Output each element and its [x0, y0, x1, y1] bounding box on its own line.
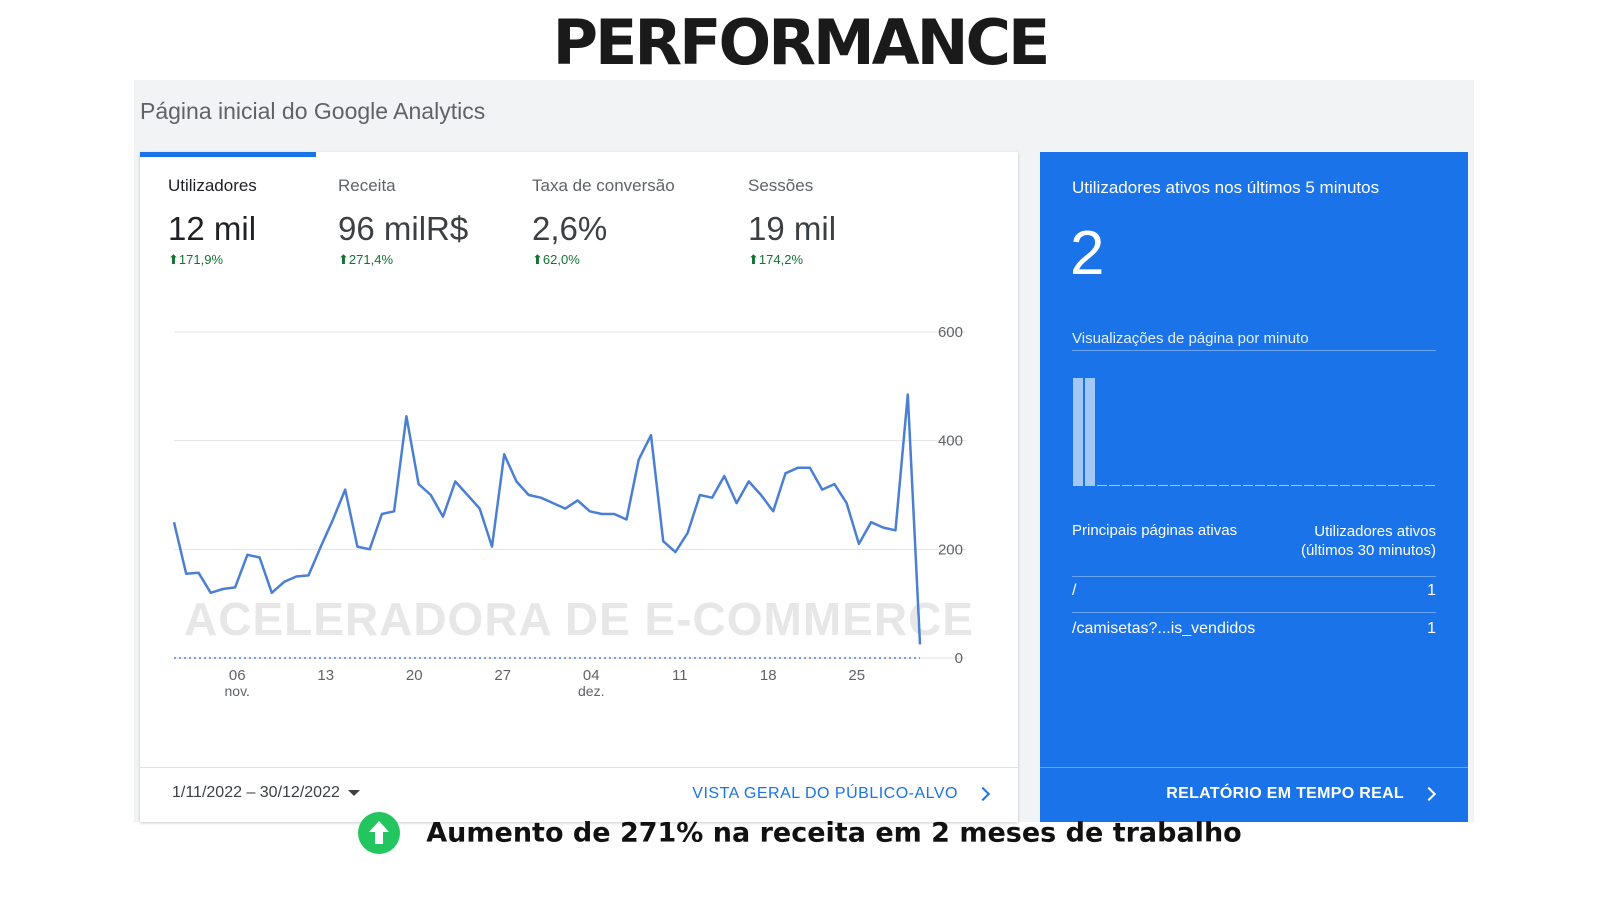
arrow-up-icon	[358, 812, 401, 854]
metric-value: 2,6%	[532, 210, 608, 247]
metric-label: Receita	[338, 176, 396, 195]
date-range-selector[interactable]: 1/11/2022 – 30/12/2022	[172, 784, 360, 802]
realtime-title: Utilizadores ativos nos últimos 5 minuto…	[1072, 178, 1380, 197]
pageview-baseline	[1339, 485, 1351, 486]
metric-tab-sessions[interactable]: Sessões 19 mil ⬆174,2%	[748, 176, 836, 268]
page-user-count: 1	[1427, 582, 1436, 599]
metric-delta: ⬆171,9%	[168, 252, 223, 267]
metric-label: Taxa de conversão	[532, 176, 675, 195]
y-tick-label: 600	[938, 324, 963, 341]
metric-delta: ⬆174,2%	[748, 252, 803, 267]
realtime-report-link[interactable]: RELATÓRIO EM TEMPO REAL	[1166, 785, 1437, 803]
pageview-baseline	[1182, 485, 1193, 486]
pageview-baseline	[1327, 485, 1338, 486]
pageviews-per-minute-label: Visualizações de página por minuto	[1072, 330, 1309, 347]
divider	[1072, 350, 1436, 351]
pageview-bar	[1073, 378, 1084, 486]
active-tab-indicator	[140, 152, 316, 157]
x-tick-label: 13	[317, 667, 334, 684]
pageview-baseline	[1400, 485, 1411, 486]
pageview-baseline	[1291, 485, 1302, 486]
x-tick-label: 06	[229, 667, 246, 684]
y-tick-label: 400	[938, 433, 963, 450]
pageview-baseline	[1230, 485, 1241, 486]
pageview-baseline	[1376, 485, 1387, 486]
divider	[1072, 576, 1436, 577]
page-user-count: 1	[1427, 620, 1436, 637]
page-path: /	[1072, 582, 1077, 599]
y-tick-label: 200	[938, 541, 963, 558]
pageview-baseline	[1424, 485, 1435, 486]
audience-overview-link[interactable]: VISTA GERAL DO PÚBLICO-ALVO	[692, 785, 991, 803]
pageview-baseline	[1412, 485, 1423, 486]
pageview-baseline	[1145, 485, 1156, 486]
pageview-baseline	[1364, 485, 1375, 486]
pageview-baseline	[1352, 485, 1363, 486]
chevron-right-icon	[1421, 786, 1437, 801]
metric-value: 12 mil	[168, 210, 257, 247]
divider	[1072, 612, 1436, 613]
x-tick-label: 18	[760, 667, 777, 684]
page-title: PERFORMANCE	[552, 6, 1051, 79]
realtime-card: Utilizadores ativos nos últimos 5 minuto…	[1040, 152, 1468, 822]
metric-delta: ⬆62,0%	[532, 252, 580, 267]
pageview-baseline	[1121, 485, 1132, 486]
pageview-baseline	[1194, 485, 1205, 486]
realtime-report-label: RELATÓRIO EM TEMPO REAL	[1166, 785, 1404, 802]
top-pages-header: Principais páginas ativas	[1072, 522, 1238, 539]
bottom-caption: Aumento de 271% na receita em 2 meses de…	[0, 812, 1600, 854]
overview-footer: 1/11/2022 – 30/12/2022 VISTA GERAL DO PÚ…	[140, 767, 1018, 822]
date-range-text: 1/11/2022 – 30/12/2022	[172, 784, 340, 801]
current-period-series-line	[172, 393, 922, 645]
metric-tab-revenue[interactable]: Receita 96 milR$ ⬆271,4%	[338, 176, 468, 268]
pageview-bar	[1085, 378, 1096, 486]
metric-label: Utilizadores	[168, 176, 257, 195]
pageview-baseline	[1303, 485, 1314, 486]
x-tick-label: 27	[494, 667, 511, 684]
metric-tab-conversion-rate[interactable]: Taxa de conversão 2,6% ⬆62,0%	[532, 176, 675, 268]
pageview-baseline	[1315, 485, 1326, 486]
y-tick-label: 0	[955, 650, 963, 667]
analytics-header-title: Página inicial do Google Analytics	[140, 98, 486, 124]
pageview-baseline	[1242, 485, 1253, 486]
x-tick-label: 25	[848, 667, 865, 684]
realtime-active-users: 2	[1070, 219, 1105, 288]
chevron-right-icon	[975, 786, 991, 801]
pageview-baseline	[1097, 485, 1108, 486]
pageview-baseline	[1206, 485, 1217, 486]
x-tick-label: 11	[672, 667, 688, 684]
metric-value: 96 milR$	[338, 210, 469, 247]
x-tick-label: 04	[583, 667, 600, 684]
bottom-caption-text: Aumento de 271% na receita em 2 meses de…	[426, 817, 1242, 849]
pageview-baseline	[1267, 485, 1278, 486]
active-users-header: Utilizadores ativos (últimos 30 minutos)	[1300, 523, 1436, 559]
x-tick-sublabel: dez.	[578, 683, 604, 699]
audience-overview-label: VISTA GERAL DO PÚBLICO-ALVO	[692, 785, 958, 802]
pageview-baseline	[1109, 485, 1120, 486]
pageview-baseline	[1255, 485, 1266, 486]
dropdown-arrow-icon	[347, 789, 360, 796]
realtime-footer: RELATÓRIO EM TEMPO REAL	[1040, 767, 1468, 822]
pageview-baseline	[1388, 485, 1399, 486]
metric-label: Sessões	[748, 176, 814, 195]
x-tick-label: 20	[406, 667, 423, 684]
pageview-baseline	[1170, 485, 1181, 486]
metric-tab-users[interactable]: Utilizadores 12 mil ⬆171,9%	[168, 176, 257, 268]
metric-value: 19 mil	[748, 210, 837, 247]
metric-delta: ⬆271,4%	[338, 252, 393, 267]
page-path: /camisetas?...is_vendidos	[1072, 620, 1256, 637]
overview-card: Utilizadores 12 mil ⬆171,9% Receita 96 m…	[140, 152, 1018, 822]
pageviews-bar-chart	[1072, 370, 1436, 486]
pageview-baseline	[1133, 485, 1144, 486]
pageview-baseline	[1218, 485, 1229, 486]
x-tick-sublabel: nov.	[225, 683, 250, 699]
pageview-baseline	[1157, 485, 1169, 486]
pageview-baseline	[1279, 485, 1290, 486]
